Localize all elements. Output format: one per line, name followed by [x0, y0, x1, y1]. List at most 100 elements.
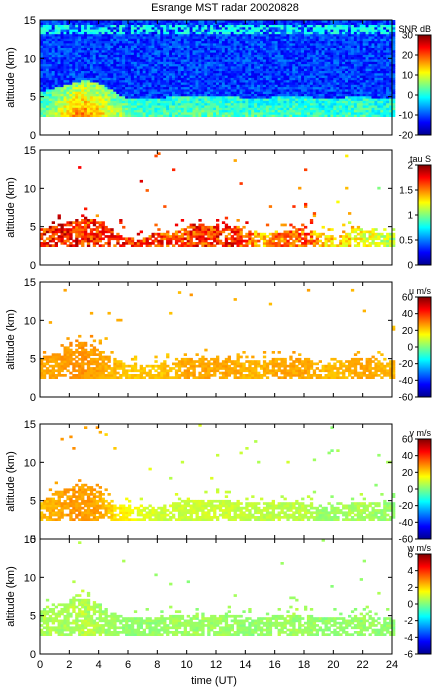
data-cell [107, 40, 111, 44]
data-cell [177, 68, 182, 71]
data-cell [292, 52, 296, 55]
data-cell [365, 84, 369, 88]
data-cell [315, 79, 319, 83]
data-cell [54, 61, 58, 65]
data-cell [78, 43, 82, 46]
data-cell [377, 26, 381, 30]
data-cell [265, 114, 270, 117]
data-cell [157, 56, 161, 60]
data-cell [233, 29, 237, 32]
data-cell [260, 114, 264, 117]
data-cell [125, 84, 129, 88]
data-cell [145, 82, 149, 85]
data-cell [230, 79, 234, 83]
data-cell [318, 72, 322, 76]
data-cell [304, 82, 308, 85]
data-cell [306, 26, 311, 30]
data-cell [177, 107, 182, 111]
data-cell [353, 70, 358, 74]
data-cell [230, 33, 234, 37]
data-cell [277, 63, 281, 67]
data-cell [374, 20, 378, 23]
data-cell [157, 70, 161, 74]
data-cell [130, 40, 135, 44]
data-cell [251, 91, 255, 94]
data-cell [374, 95, 378, 99]
data-cell [239, 40, 243, 44]
data-cell [89, 100, 94, 104]
data-cell [327, 38, 331, 42]
data-cell [356, 109, 361, 113]
data-cell [306, 31, 311, 35]
data-cell [236, 68, 240, 71]
data-cell [321, 20, 325, 23]
data-cell [289, 102, 293, 106]
data-cell [277, 98, 281, 101]
data-cell [98, 38, 102, 42]
data-cell [166, 89, 170, 92]
data-cell [128, 75, 132, 78]
data-cell [362, 70, 366, 74]
data-cell [195, 47, 199, 51]
data-cell [210, 75, 214, 78]
data-cell [277, 84, 281, 88]
data-cell [107, 112, 111, 115]
data-cell [233, 98, 237, 101]
data-cell [248, 109, 252, 113]
data-cell [142, 114, 146, 117]
data-cell [380, 54, 384, 58]
data-cell [60, 79, 64, 83]
data-cell [386, 61, 390, 65]
data-cell [57, 45, 61, 48]
data-cell [172, 29, 176, 32]
data-cell [160, 100, 164, 104]
data-cell [101, 56, 105, 60]
data-cell [274, 102, 278, 106]
data-cell [119, 100, 123, 104]
data-cell [265, 84, 270, 88]
data-cell [60, 54, 64, 58]
data-cell [315, 86, 319, 90]
data-cell [116, 98, 120, 101]
data-cell [242, 26, 246, 30]
data-cell [380, 86, 384, 90]
data-cell [242, 43, 246, 46]
data-cell [98, 93, 102, 97]
data-cell [301, 70, 305, 74]
data-cell [113, 54, 117, 58]
data-cell [277, 66, 281, 69]
data-cell [262, 98, 267, 101]
data-cell [339, 82, 343, 85]
data-cell [157, 105, 161, 108]
data-cell [104, 82, 108, 85]
data-cell [128, 56, 132, 60]
data-cell [233, 79, 237, 83]
data-cell [101, 36, 105, 39]
data-cell [368, 72, 372, 76]
data-cell [342, 61, 346, 65]
data-cell [72, 49, 76, 53]
data-cell [348, 33, 352, 37]
data-cell [277, 100, 281, 104]
data-cell [260, 112, 264, 115]
data-cell [133, 107, 138, 111]
data-cell [260, 89, 264, 92]
data-cell [107, 98, 111, 101]
data-cell [169, 63, 173, 67]
data-cell [301, 107, 305, 111]
data-cell [324, 86, 328, 90]
data-cell [254, 33, 258, 37]
data-cell [204, 72, 208, 76]
data-cell [160, 112, 164, 115]
data-cell [160, 45, 164, 48]
data-cell [327, 68, 331, 71]
data-cell [342, 105, 346, 108]
data-cell [321, 89, 325, 92]
data-cell [330, 20, 334, 23]
data-cell [172, 36, 176, 39]
data-cell [380, 77, 384, 81]
data-cell [154, 75, 158, 78]
data-cell [298, 107, 302, 111]
data-cell [122, 82, 126, 85]
data-cell [207, 70, 211, 74]
